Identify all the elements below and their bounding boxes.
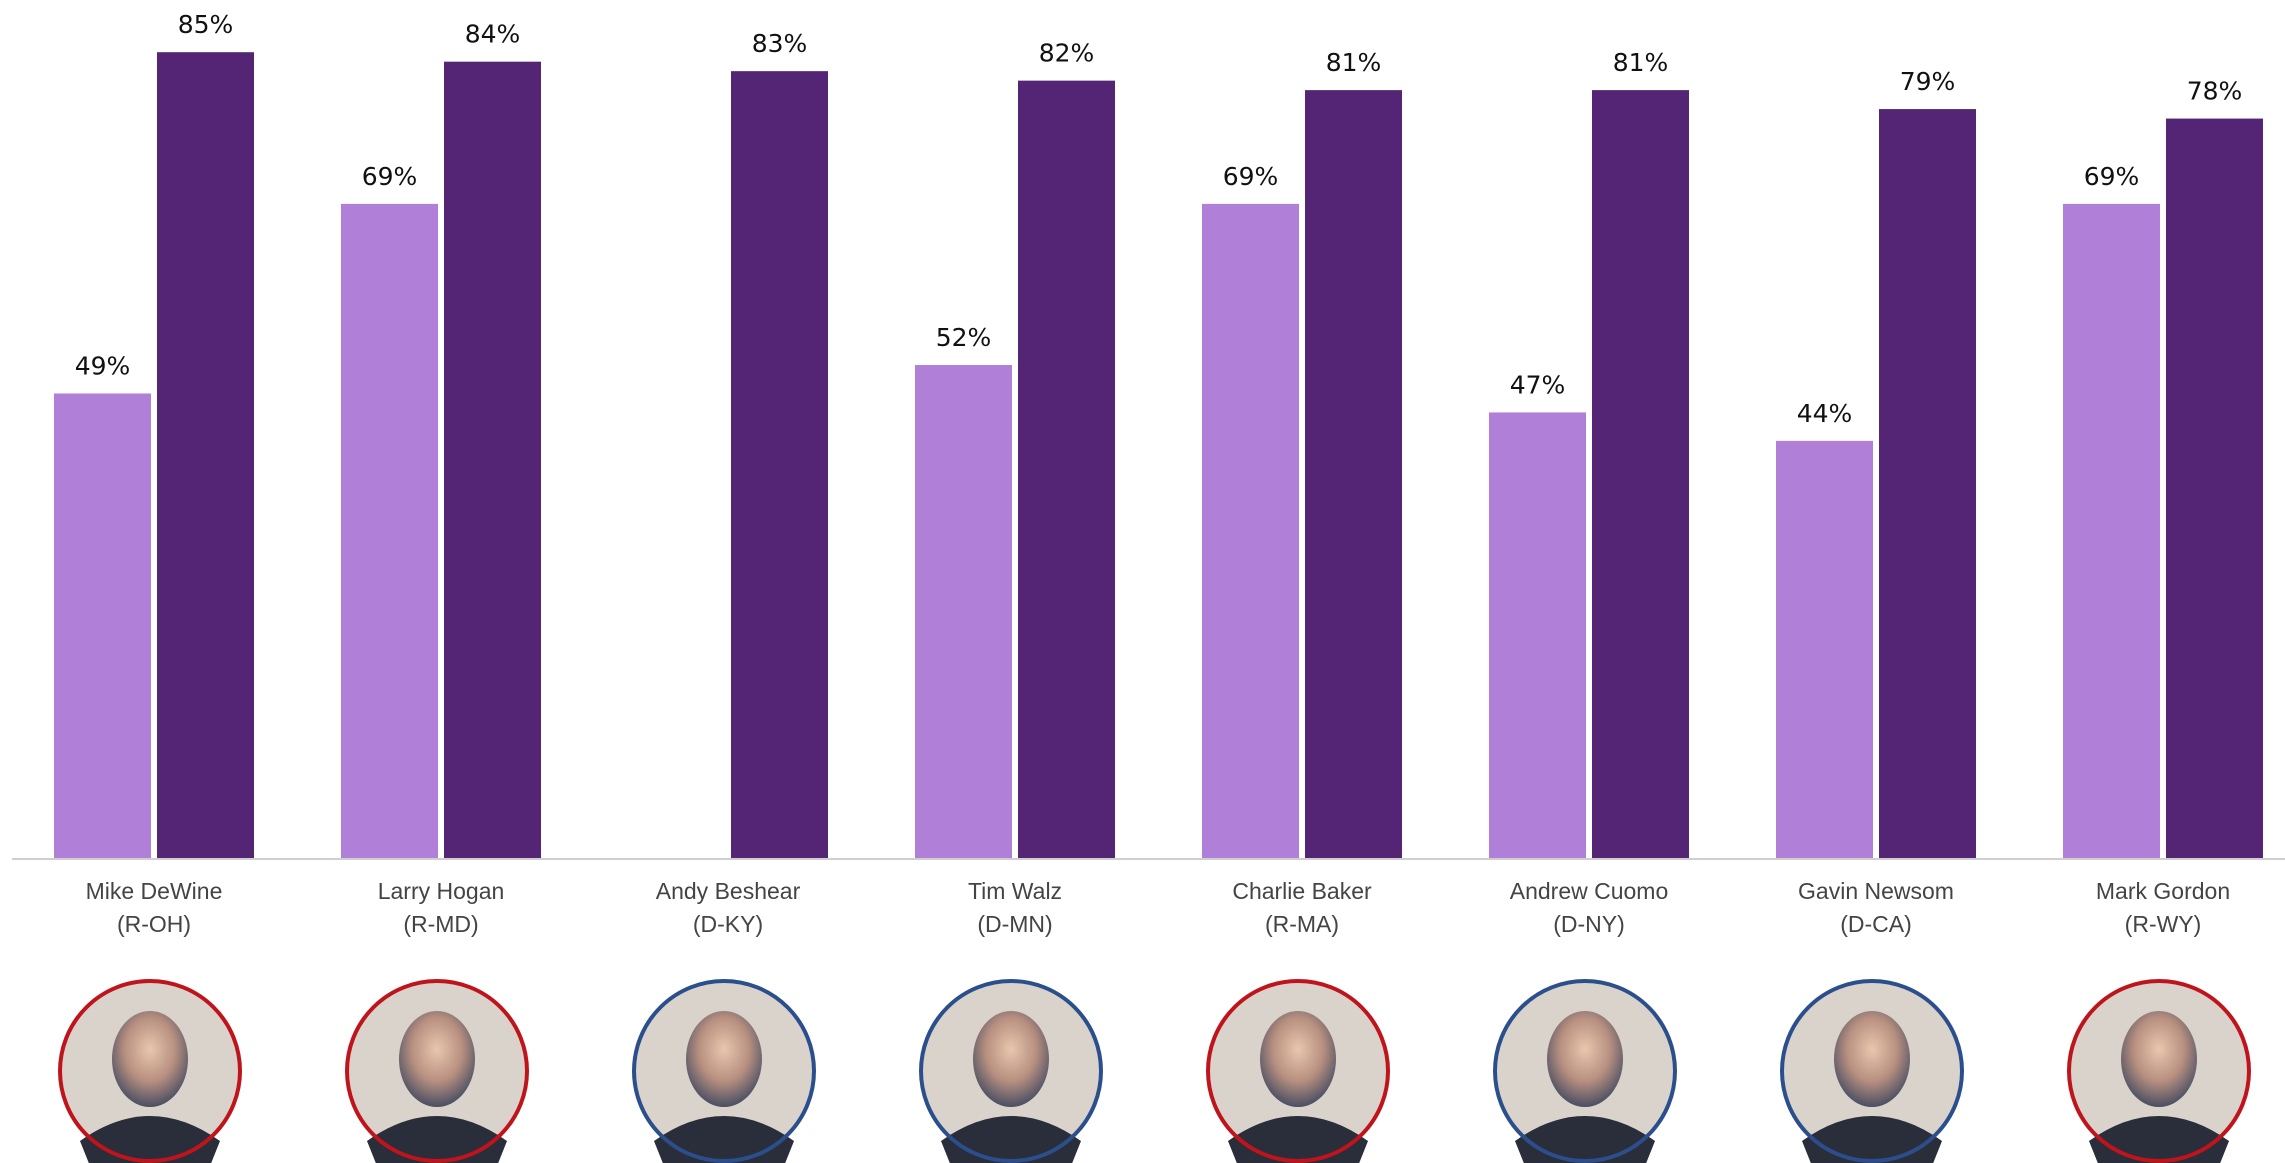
x-tick-sublabel: (D-MN) <box>977 911 1052 937</box>
x-tick-label: Larry Hogan <box>378 878 505 904</box>
photo-face <box>973 1011 1049 1107</box>
x-tick-label: Mike DeWine <box>86 878 223 904</box>
photo-suit <box>367 1116 507 1163</box>
bar <box>1489 412 1586 858</box>
photo-face <box>686 1011 762 1107</box>
photo-face <box>1547 1011 1623 1107</box>
data-label: 81% <box>1326 48 1382 77</box>
x-tick-sublabel: (D-CA) <box>1840 911 1912 937</box>
x-tick-sublabel: (R-OH) <box>117 911 191 937</box>
x-tick-label: Tim Walz <box>968 878 1062 904</box>
x-tick-sublabel: (D-NY) <box>1553 911 1625 937</box>
data-label: 81% <box>1613 48 1669 77</box>
x-tick-label: Mark Gordon <box>2096 878 2230 904</box>
photo-suit <box>2089 1116 2229 1163</box>
bar <box>1879 109 1976 858</box>
data-label: 85% <box>178 10 234 39</box>
data-label: 69% <box>2084 162 2140 191</box>
photo-ring <box>1206 979 1390 1163</box>
x-tick-label: Andy Beshear <box>656 878 801 904</box>
bar <box>1202 203 1299 858</box>
data-label: 82% <box>1039 39 1095 68</box>
x-tick-sublabel: (R-WY) <box>2125 911 2202 937</box>
bar <box>1018 80 1115 858</box>
data-label: 79% <box>1900 67 1956 96</box>
photo-face <box>1260 1011 1336 1107</box>
x-tick-sublabel: (R-MA) <box>1265 911 1339 937</box>
data-label: 84% <box>465 20 521 49</box>
data-label: 83% <box>752 29 808 58</box>
x-tick-label: Andrew Cuomo <box>1510 878 1669 904</box>
data-label: 44% <box>1797 399 1853 428</box>
bar <box>444 61 541 859</box>
data-label: 47% <box>1510 370 1566 399</box>
photo-suit <box>1228 1116 1368 1163</box>
x-tick-label: Gavin Newsom <box>1798 878 1954 904</box>
photo-ring <box>1493 979 1677 1163</box>
bar <box>1776 440 1873 858</box>
photo-ring <box>58 979 242 1163</box>
photo-ring <box>1780 979 1964 1163</box>
bar <box>1305 90 1402 859</box>
photo-ring <box>345 979 529 1163</box>
photo-suit <box>941 1116 1081 1163</box>
data-label: 69% <box>362 162 418 191</box>
photo-suit <box>1802 1116 1942 1163</box>
photo-ring <box>2067 979 2251 1163</box>
data-label: 69% <box>1223 162 1279 191</box>
data-label: 49% <box>75 351 131 380</box>
data-label: 52% <box>936 323 992 352</box>
photo-face <box>112 1011 188 1107</box>
bar <box>731 71 828 858</box>
photo-face <box>399 1011 475 1107</box>
bar <box>157 52 254 858</box>
photo-suit <box>654 1116 794 1163</box>
bar <box>2166 118 2263 858</box>
x-tick-label: Charlie Baker <box>1232 878 1372 904</box>
bar <box>341 203 438 858</box>
photo-ring <box>919 979 1103 1163</box>
photo-ring <box>632 979 816 1163</box>
x-tick-sublabel: (D-KY) <box>693 911 763 937</box>
bar <box>54 393 151 858</box>
bar <box>915 365 1012 858</box>
photo-face <box>1834 1011 1910 1107</box>
x-tick-sublabel: (R-MD) <box>403 911 478 937</box>
photo-suit <box>80 1116 220 1163</box>
photo-face <box>2121 1011 2197 1107</box>
data-label: 78% <box>2187 77 2243 106</box>
photo-suit <box>1515 1116 1655 1163</box>
bar <box>1592 90 1689 859</box>
bar <box>2063 203 2160 858</box>
